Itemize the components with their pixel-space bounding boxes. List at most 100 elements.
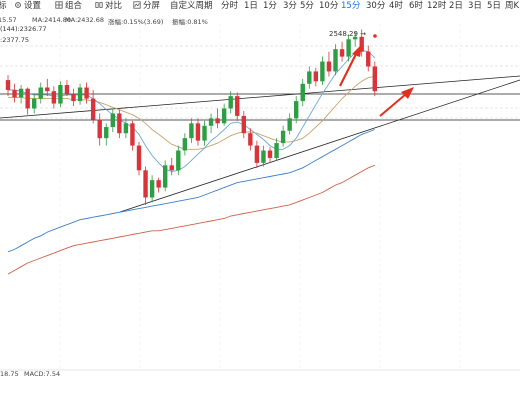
candle-body xyxy=(280,130,286,144)
candle-body xyxy=(248,133,253,146)
candle xyxy=(235,92,240,121)
candle xyxy=(163,160,168,192)
candle-body xyxy=(64,85,70,94)
compare-label: 对比 xyxy=(105,1,123,11)
candle-body xyxy=(97,119,102,139)
right-arrow-head xyxy=(401,87,414,99)
candle xyxy=(287,113,292,135)
candle-body xyxy=(182,138,188,151)
ma-long-red-line xyxy=(7,164,375,275)
candle xyxy=(110,108,115,132)
candle xyxy=(261,145,266,167)
timeframe-4h[interactable]: 4时 xyxy=(389,1,403,11)
timeframe-6h[interactable]: 6时 xyxy=(409,1,423,11)
timeframe-15min[interactable]: 15分 xyxy=(341,1,361,11)
candle-body xyxy=(143,170,148,198)
candle xyxy=(143,166,148,205)
candle xyxy=(32,94,37,114)
trendlines xyxy=(0,75,520,213)
candle-body xyxy=(333,49,338,72)
candle xyxy=(149,175,155,203)
candle xyxy=(189,118,194,144)
candle-body xyxy=(195,123,201,141)
candle xyxy=(346,34,351,62)
timeframe-1d[interactable]: 1日 xyxy=(244,1,258,11)
candle-body xyxy=(123,123,129,134)
ma-value-4: 涨幅:0.15%(3.69) xyxy=(108,18,164,26)
up-arrow-head xyxy=(352,44,362,57)
candle-body xyxy=(254,145,260,163)
candle-body xyxy=(267,150,273,158)
candle xyxy=(280,125,286,147)
candle-body xyxy=(189,123,194,139)
candle xyxy=(12,83,17,103)
timeframe-12h[interactable]: 12时 xyxy=(427,1,447,11)
timeframe-3min[interactable]: 3分 xyxy=(283,1,297,11)
candle-body xyxy=(215,118,220,124)
time-share-button[interactable]: 分屏 xyxy=(133,0,160,12)
timeframe-3d[interactable]: 3日 xyxy=(468,1,482,11)
candle-body xyxy=(117,113,122,134)
candle xyxy=(333,44,338,76)
ma-long-blue-line xyxy=(7,129,375,253)
candle-body xyxy=(84,87,89,99)
candle-body xyxy=(208,118,214,126)
chart-grid xyxy=(0,24,520,371)
candle xyxy=(228,91,233,114)
ma-readout-bar: 15.57 MA:2414.80 MA:2432.68 涨幅:0.15%(3.6… xyxy=(0,14,520,26)
candle xyxy=(274,138,279,161)
right-arrow-shaft xyxy=(379,93,407,117)
timeframe-30min[interactable]: 30分 xyxy=(366,1,386,11)
candle-body xyxy=(241,115,246,134)
ma-short-line xyxy=(8,49,376,172)
macd-readout: MACD:7.54 xyxy=(24,370,60,378)
ma-value-1: 15.57 xyxy=(0,16,17,24)
chart-toolbar: 标 设置 组合 对比 分屏 自定义周期 分时 1日 1分 3分 5分 10分 1… xyxy=(0,0,520,14)
custom-period-button[interactable]: 自定义周期 xyxy=(170,1,213,11)
candle-body xyxy=(300,83,305,102)
time-share-icon xyxy=(133,1,141,9)
timeframe-2d[interactable]: 2日 xyxy=(449,1,463,11)
candle xyxy=(294,96,299,124)
candle-body xyxy=(58,85,63,104)
candle xyxy=(18,85,24,104)
settings-label: 设置 xyxy=(24,1,42,11)
candle xyxy=(352,31,358,47)
ma-value-3: MA:2432.68 xyxy=(65,16,105,24)
candle xyxy=(130,120,135,151)
moving-averages xyxy=(7,49,376,275)
candle xyxy=(77,83,83,105)
timeframe-10min[interactable]: 10分 xyxy=(319,1,339,11)
timeframe-5d[interactable]: 5日 xyxy=(487,1,501,11)
compare-button[interactable]: 对比 xyxy=(95,0,122,12)
toolbar-truncated-label[interactable]: 标 xyxy=(0,1,7,11)
timeframe-week[interactable]: 周K xyxy=(505,1,520,11)
candle-body xyxy=(372,66,377,92)
settings-button[interactable]: 设置 xyxy=(14,0,41,12)
candle-body xyxy=(359,36,364,52)
candle xyxy=(169,157,174,176)
compare-icon xyxy=(95,2,103,8)
candle xyxy=(156,177,161,193)
timeframe-1min[interactable]: 1分 xyxy=(263,1,277,11)
candle xyxy=(176,145,181,176)
candle xyxy=(182,133,188,156)
candle xyxy=(359,29,364,57)
timeframe-1m[interactable]: 分时 xyxy=(221,1,239,11)
candle-body xyxy=(339,49,345,57)
combo-button[interactable]: 组合 xyxy=(55,0,82,12)
candle xyxy=(104,123,109,146)
candle-body xyxy=(261,150,266,163)
candle-body xyxy=(352,36,358,40)
candle-body xyxy=(320,61,325,82)
candle-body xyxy=(12,89,17,98)
candle xyxy=(202,120,207,146)
candle xyxy=(97,113,102,146)
candle-body xyxy=(163,165,168,188)
candle xyxy=(241,110,246,139)
lower-trendline xyxy=(119,79,520,213)
candle xyxy=(5,75,11,97)
timeframe-5min[interactable]: 5分 xyxy=(300,1,314,11)
candle-body xyxy=(90,98,96,120)
